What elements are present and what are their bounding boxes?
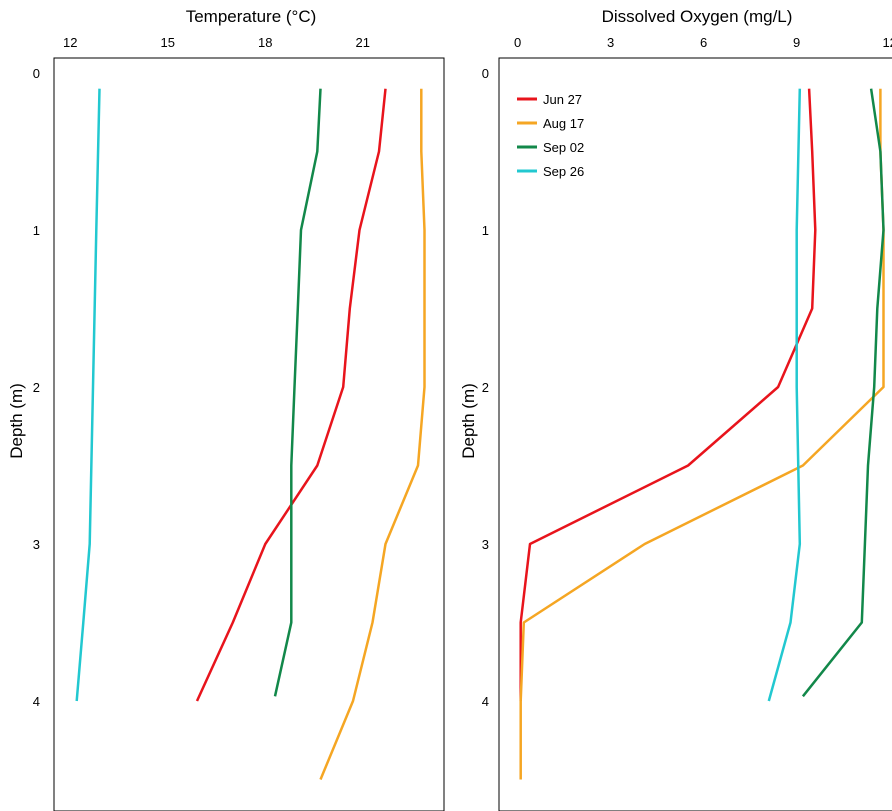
oxygen-lines: [519, 88, 885, 780]
oxygen-depth-axis-title: Depth (m): [459, 383, 478, 459]
temperature-y-ticks: 0 1 2 3 4: [33, 66, 40, 709]
legend-label: Sep 26: [543, 164, 584, 179]
temperature-x-tick-label: 12: [63, 35, 77, 50]
temperature-x-ticks: 12 15 18 21: [63, 35, 370, 50]
oxygen-series-jun-27: [519, 88, 817, 701]
temperature-series-aug-17: [319, 88, 426, 780]
oxygen-series-sep-26: [767, 88, 802, 702]
temperature-x-tick-label: 18: [258, 35, 272, 50]
temperature-x-tick-label: 15: [161, 35, 175, 50]
oxygen-x-ticks: 0 3 6 9 12: [514, 35, 892, 50]
oxygen-y-tick-label: 4: [482, 694, 489, 709]
oxygen-x-tick-label: 0: [514, 35, 521, 50]
temperature-series-jun-27: [195, 88, 387, 702]
oxygen-x-tick-label: 3: [607, 35, 614, 50]
temperature-lines: [75, 88, 426, 780]
oxygen-series-aug-17: [519, 88, 885, 780]
temperature-depth-axis-title: Depth (m): [7, 383, 26, 459]
legend-label: Sep 02: [543, 140, 584, 155]
oxygen-x-tick-label: 9: [793, 35, 800, 50]
temperature-x-tick-label: 21: [356, 35, 370, 50]
oxygen-legend: Jun 27 Aug 17 Sep 02 Sep 26: [517, 92, 584, 179]
temperature-series-sep-26: [75, 88, 101, 702]
oxygen-plot-frame: [498, 57, 892, 811]
legend-label: Jun 27: [543, 92, 582, 107]
oxygen-axis-title: Dissolved Oxygen (mg/L): [602, 7, 793, 26]
oxygen-y-tick-label: 1: [482, 223, 489, 238]
temperature-plot-frame: [53, 57, 445, 811]
legend-label: Aug 17: [543, 116, 584, 131]
temperature-series-sep-02: [273, 88, 322, 697]
temperature-y-tick-label: 3: [33, 537, 40, 552]
oxygen-y-ticks: 0 1 2 3 4: [482, 66, 489, 709]
temperature-y-tick-label: 0: [33, 66, 40, 81]
oxygen-x-tick-label: 6: [700, 35, 707, 50]
oxygen-x-tick-label: 12: [882, 35, 892, 50]
oxygen-y-tick-label: 0: [482, 66, 489, 81]
temperature-y-tick-label: 1: [33, 223, 40, 238]
temperature-y-tick-label: 2: [33, 380, 40, 395]
temperature-axis-title: Temperature (°C): [186, 7, 317, 26]
temperature-y-tick-label: 4: [33, 694, 40, 709]
oxygen-series-sep-02: [801, 88, 885, 698]
oxygen-y-tick-label: 2: [482, 380, 489, 395]
oxygen-y-tick-label: 3: [482, 537, 489, 552]
